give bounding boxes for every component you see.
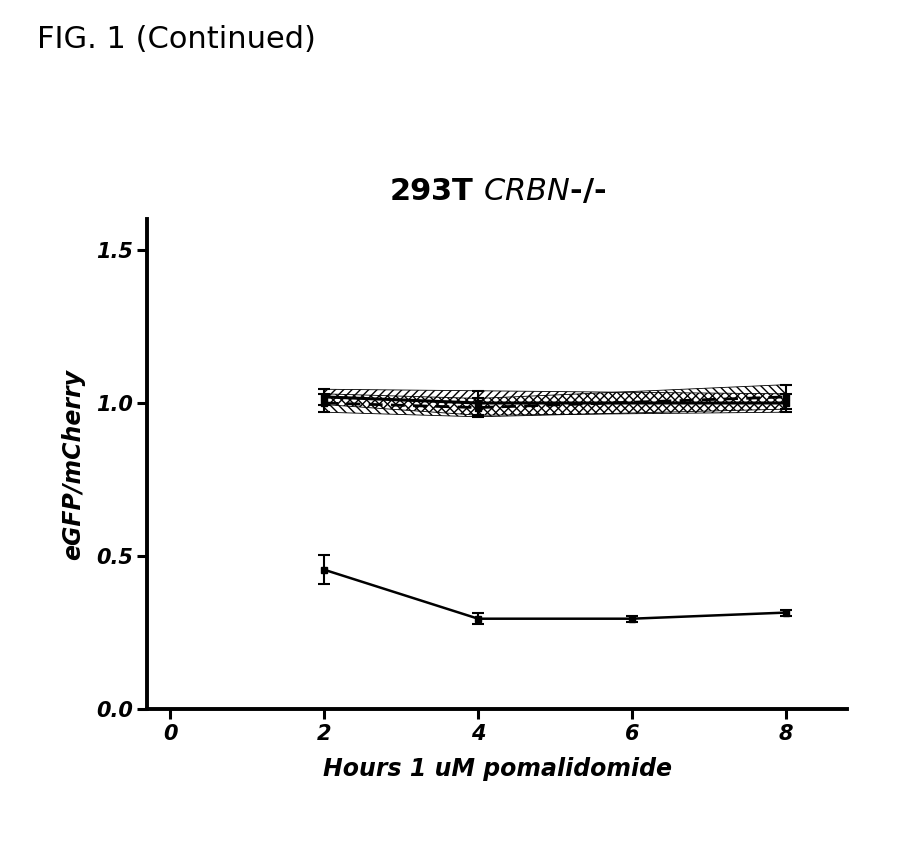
Title: 293T $\mathit{CRBN}$-/-: 293T $\mathit{CRBN}$-/- bbox=[389, 177, 606, 206]
X-axis label: Hours 1 uM pomalidomide: Hours 1 uM pomalidomide bbox=[323, 757, 671, 782]
Text: FIG. 1 (Continued): FIG. 1 (Continued) bbox=[37, 25, 316, 54]
Y-axis label: eGFP/mCherry: eGFP/mCherry bbox=[61, 369, 85, 560]
